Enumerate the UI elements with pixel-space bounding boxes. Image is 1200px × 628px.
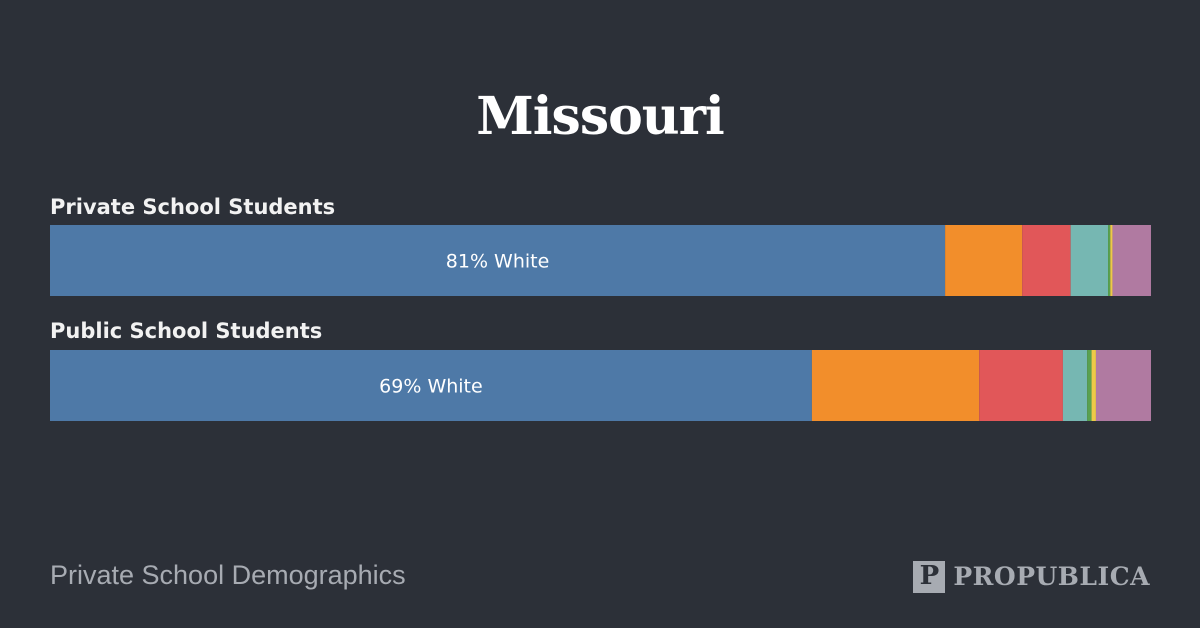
public-bar-segment-6: [1095, 350, 1151, 421]
public-bar-segment-4: [1087, 350, 1092, 421]
private-bar-segment-2: [1022, 225, 1071, 296]
public-bar-segment-1: [811, 350, 980, 421]
footer-source-text: Private School Demographics: [50, 560, 406, 590]
public-bar-segment-0: [50, 350, 812, 421]
private-bar-segment-6: [1112, 225, 1151, 296]
public-row-label: Public School Students: [50, 319, 323, 343]
private-bar-segment-3: [1070, 225, 1109, 296]
private-bar-segment-5: [1110, 225, 1113, 296]
public-bar-segment-3: [1062, 350, 1088, 421]
propublica-logo: P PROPUBLICA: [913, 560, 1150, 594]
chart-title: Missouri: [476, 86, 725, 147]
private-bar-segment-4: [1108, 225, 1111, 296]
public-bar-segment-5: [1091, 350, 1096, 421]
public-bar-annotation: 69% White: [379, 376, 483, 398]
logo-text: PROPUBLICA: [953, 562, 1150, 591]
private-bar-segment-0: [50, 225, 946, 296]
logo-mark-letter: P: [919, 561, 940, 591]
private-row-label: Private School Students: [50, 195, 336, 219]
private-bar-segment-1: [945, 225, 1023, 296]
private-bar-annotation: 81% White: [446, 251, 550, 273]
public-bar-segment-2: [979, 350, 1063, 421]
propublica-logo-icon: P: [913, 561, 946, 593]
